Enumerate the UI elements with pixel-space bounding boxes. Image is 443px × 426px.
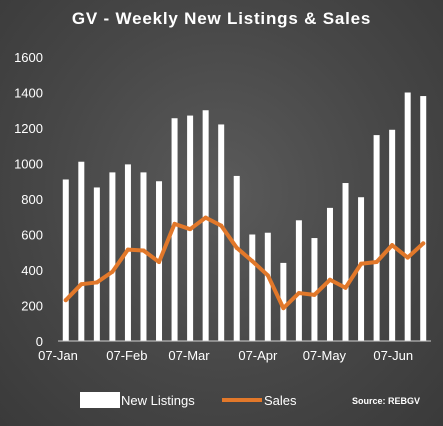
bar-new-listings: [404, 92, 411, 341]
source-note: Source: REBGV: [352, 396, 420, 406]
bar-new-listings: [264, 232, 271, 341]
sales-point: [250, 259, 255, 264]
sales-line: [63, 215, 426, 311]
sales-point: [94, 280, 99, 285]
legend-swatch-new-listings: [80, 392, 120, 408]
x-tick-label: 07-Jun: [373, 348, 413, 363]
x-tick-label: 07-Jan: [38, 348, 78, 363]
sales-point: [281, 306, 286, 311]
bar-new-listings: [326, 207, 333, 341]
bar-new-listings: [140, 172, 147, 341]
legend: New Listings Sales: [80, 392, 297, 408]
sales-point: [125, 247, 130, 252]
bar-new-listings: [78, 161, 85, 341]
bar-new-listings: [93, 187, 100, 341]
sales-point: [63, 298, 68, 303]
bar-new-listings: [109, 172, 116, 341]
legend-label-sales: Sales: [264, 393, 297, 408]
sales-point: [172, 221, 177, 226]
sales-point: [79, 282, 84, 287]
sales-point: [390, 243, 395, 248]
sales-point: [265, 273, 270, 278]
sales-point: [421, 241, 426, 246]
sales-point: [405, 255, 410, 260]
bar-new-listings: [249, 234, 256, 341]
sales-point: [312, 292, 317, 297]
bar-new-listings: [280, 262, 287, 341]
sales-point: [374, 260, 379, 265]
x-axis-ticks: 07-Jan 07-Feb 07-Mar 07-Apr 07-May 07-Jun: [38, 348, 413, 363]
bar-new-listings: [171, 118, 178, 341]
sales-point: [343, 285, 348, 290]
bar-new-listings: [358, 197, 365, 341]
sales-line-group: [63, 215, 426, 311]
bar-new-listings: [342, 183, 349, 341]
bar-new-listings: [218, 124, 225, 341]
legend-label-new-listings: New Listings: [121, 393, 195, 408]
bar-new-listings: [295, 220, 302, 341]
x-tick-label: 07-Feb: [106, 348, 147, 363]
y-tick-label: 1400: [14, 86, 43, 101]
x-tick-label: 07-Mar: [168, 348, 210, 363]
y-tick-label: 200: [21, 299, 43, 314]
sales-point: [327, 277, 332, 282]
y-tick-label: 1000: [14, 157, 43, 172]
y-tick-label: 1200: [14, 121, 43, 136]
chart-title: GV - Weekly New Listings & Sales: [71, 9, 372, 28]
sales-point: [110, 269, 115, 274]
bar-new-listings: [62, 179, 69, 341]
x-tick-label: 07-May: [303, 348, 347, 363]
y-tick-label: 600: [21, 228, 43, 243]
y-tick-label: 0: [36, 334, 43, 349]
bars-group: [62, 92, 427, 341]
sales-point: [234, 245, 239, 250]
bar-new-listings: [389, 129, 396, 341]
y-axis-ticks: 0 200 400 600 800 1000 1200 1400 1600: [14, 50, 43, 349]
bar-new-listings: [233, 175, 240, 341]
bar-new-listings: [373, 135, 380, 341]
sales-point: [157, 260, 162, 265]
bar-new-listings: [311, 238, 318, 341]
sales-point: [296, 291, 301, 296]
y-tick-label: 800: [21, 192, 43, 207]
bar-new-listings: [420, 96, 427, 341]
y-tick-label: 1600: [14, 50, 43, 65]
sales-point: [141, 248, 146, 253]
sales-point: [359, 261, 364, 266]
y-tick-label: 400: [21, 263, 43, 278]
sales-point: [219, 223, 224, 228]
sales-point: [203, 215, 208, 220]
x-tick-label: 07-Apr: [238, 348, 278, 363]
sales-point: [188, 227, 193, 232]
bar-new-listings: [202, 110, 209, 341]
